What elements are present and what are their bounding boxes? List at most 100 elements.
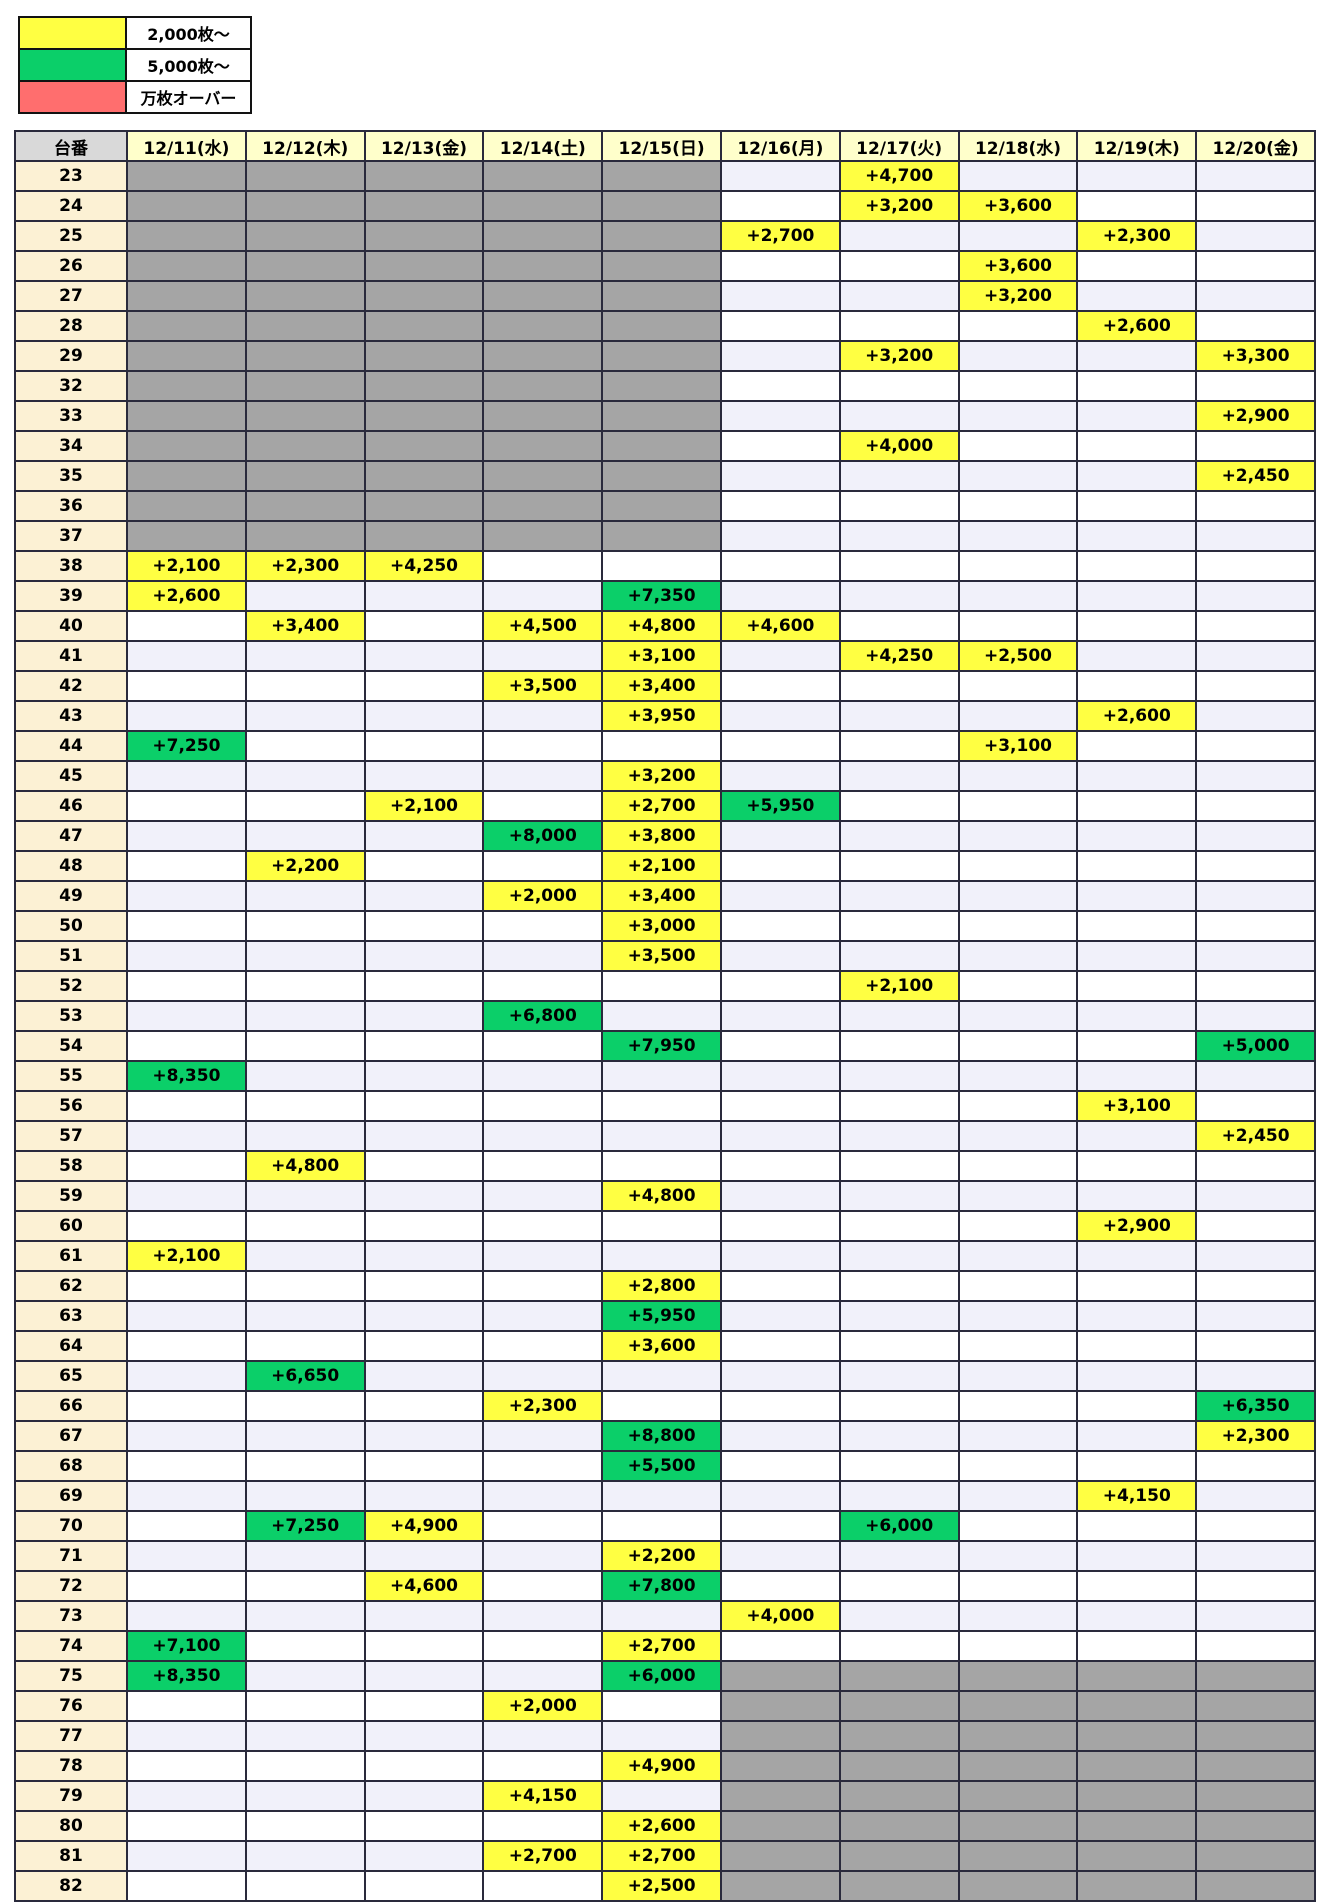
- machine-number-cell: 44: [14, 730, 128, 762]
- no-data-cell: [838, 1720, 960, 1752]
- empty-cell: [719, 430, 841, 462]
- machine-number-cell: 46: [14, 790, 128, 822]
- empty-cell: [1195, 940, 1316, 972]
- empty-cell: [482, 790, 604, 822]
- empty-cell: [244, 1090, 366, 1122]
- table-row: 72 +4,600 +7,800: [14, 1570, 1316, 1602]
- machine-number-cell: 48: [14, 850, 128, 882]
- no-data-cell: [957, 1660, 1079, 1692]
- empty-cell: [1195, 160, 1316, 192]
- empty-cell: [126, 1840, 247, 1872]
- no-data-cell: [601, 430, 722, 462]
- table-row: 52 +2,100: [14, 970, 1316, 1002]
- empty-cell: [838, 1240, 960, 1272]
- payout-cell: +4,250: [838, 640, 960, 672]
- table-row: 77: [14, 1720, 1316, 1752]
- no-data-cell: [482, 280, 604, 312]
- empty-cell: [363, 1030, 485, 1062]
- empty-cell: [1076, 520, 1198, 552]
- table-row: 41 +3,100 +4,250 +2,500: [14, 640, 1316, 672]
- machine-number-cell: 23: [14, 160, 128, 192]
- empty-cell: [1076, 670, 1198, 702]
- empty-cell: [957, 1390, 1079, 1422]
- machine-number-cell: 45: [14, 760, 128, 792]
- machine-number-cell: 66: [14, 1390, 128, 1422]
- empty-cell: [363, 1180, 485, 1212]
- payout-cell: +5,950: [601, 1300, 722, 1332]
- no-data-cell: [957, 1810, 1079, 1842]
- table-row: 40 +3,400 +4,500 +4,800 +4,600: [14, 610, 1316, 642]
- no-data-cell: [126, 520, 247, 552]
- no-data-cell: [1076, 1750, 1198, 1782]
- empty-cell: [363, 1360, 485, 1392]
- no-data-cell: [482, 430, 604, 462]
- machine-number-cell: 29: [14, 340, 128, 372]
- no-data-cell: [244, 160, 366, 192]
- empty-cell: [719, 1360, 841, 1392]
- empty-cell: [1195, 430, 1316, 462]
- empty-cell: [126, 970, 247, 1002]
- empty-cell: [957, 700, 1079, 732]
- empty-cell: [719, 1000, 841, 1032]
- empty-cell: [1076, 460, 1198, 492]
- empty-cell: [363, 1870, 485, 1902]
- empty-cell: [957, 940, 1079, 972]
- empty-cell: [126, 1870, 247, 1902]
- no-data-cell: [482, 310, 604, 342]
- payout-cell: +3,500: [601, 940, 722, 972]
- empty-cell: [1195, 1210, 1316, 1242]
- empty-cell: [719, 160, 841, 192]
- empty-cell: [719, 490, 841, 522]
- table-row: 54 +7,950 +5,000: [14, 1030, 1316, 1062]
- no-data-cell: [126, 340, 247, 372]
- empty-cell: [957, 880, 1079, 912]
- empty-cell: [363, 1210, 485, 1242]
- empty-cell: [244, 1750, 366, 1782]
- machine-number-cell: 26: [14, 250, 128, 282]
- machine-number-cell: 61: [14, 1240, 128, 1272]
- empty-cell: [838, 1000, 960, 1032]
- empty-cell: [957, 1270, 1079, 1302]
- payout-cell: +2,000: [482, 880, 604, 912]
- machine-number-cell: 54: [14, 1030, 128, 1062]
- empty-cell: [482, 730, 604, 762]
- payout-cell: +8,000: [482, 820, 604, 852]
- empty-cell: [1195, 580, 1316, 612]
- empty-cell: [363, 1780, 485, 1812]
- empty-cell: [719, 970, 841, 1002]
- empty-cell: [838, 1480, 960, 1512]
- payout-cell: +4,000: [719, 1600, 841, 1632]
- empty-cell: [838, 760, 960, 792]
- no-data-cell: [482, 220, 604, 252]
- machine-number-cell: 55: [14, 1060, 128, 1092]
- grid-body: 23 +4,700 24 +3,200 +3,600 25 +2,700 +2,300 26 +3…: [14, 160, 1316, 1902]
- no-data-cell: [601, 490, 722, 522]
- empty-cell: [126, 1600, 247, 1632]
- table-row: 75 +8,350 +6,000: [14, 1660, 1316, 1692]
- date-header-cell: 12/20(金): [1195, 130, 1316, 162]
- empty-cell: [363, 1540, 485, 1572]
- machine-number-cell: 24: [14, 190, 128, 222]
- payout-cell: +4,150: [1076, 1480, 1198, 1512]
- empty-cell: [244, 1300, 366, 1332]
- empty-cell: [838, 1390, 960, 1422]
- table-row: 56 +3,100: [14, 1090, 1316, 1122]
- no-data-cell: [244, 280, 366, 312]
- table-row: 65 +6,650: [14, 1360, 1316, 1392]
- empty-cell: [1195, 1300, 1316, 1332]
- no-data-cell: [482, 490, 604, 522]
- empty-cell: [244, 1000, 366, 1032]
- empty-cell: [719, 880, 841, 912]
- empty-cell: [957, 820, 1079, 852]
- date-header-cell: 12/19(木): [1076, 130, 1198, 162]
- machine-number-cell: 73: [14, 1600, 128, 1632]
- empty-cell: [244, 1390, 366, 1422]
- empty-cell: [957, 1570, 1079, 1602]
- empty-cell: [244, 1660, 366, 1692]
- payout-cell: +4,600: [719, 610, 841, 642]
- payout-cell: +2,200: [601, 1540, 722, 1572]
- no-data-cell: [363, 520, 485, 552]
- empty-cell: [838, 1180, 960, 1212]
- table-row: 82 +2,500: [14, 1870, 1316, 1902]
- empty-cell: [957, 1480, 1079, 1512]
